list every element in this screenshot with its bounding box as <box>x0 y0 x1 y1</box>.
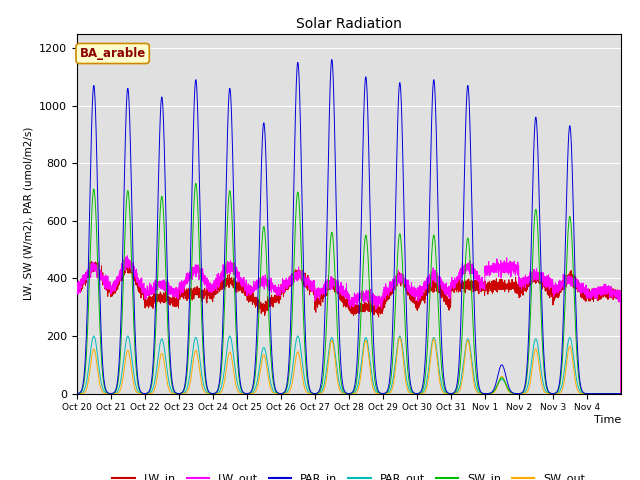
Legend: LW_in, LW_out, PAR_in, PAR_out, SW_in, SW_out: LW_in, LW_out, PAR_in, PAR_out, SW_in, S… <box>108 469 589 480</box>
Title: Solar Radiation: Solar Radiation <box>296 17 402 31</box>
X-axis label: Time: Time <box>593 415 621 425</box>
Y-axis label: LW, SW (W/m2), PAR (umol/m2/s): LW, SW (W/m2), PAR (umol/m2/s) <box>24 127 33 300</box>
Text: BA_arable: BA_arable <box>79 47 146 60</box>
